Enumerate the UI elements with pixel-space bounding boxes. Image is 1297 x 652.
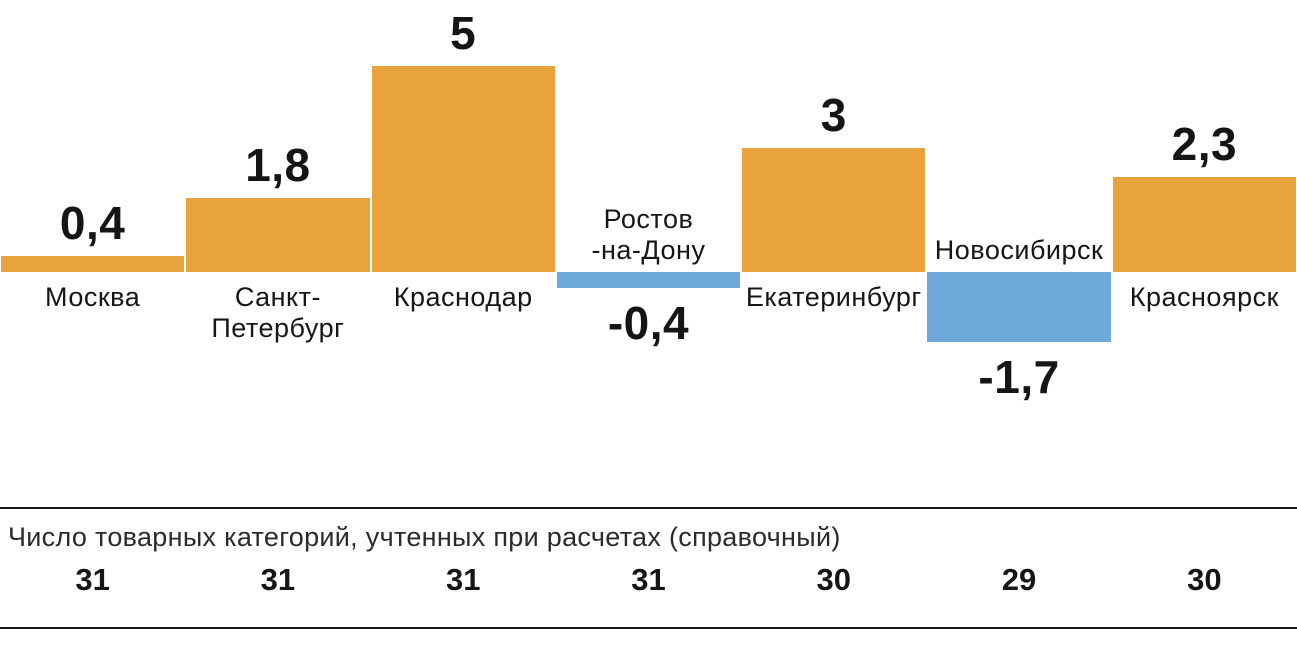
bar-6 [1112, 177, 1296, 272]
footer-values-row: 31 31 31 31 30 29 30 [0, 562, 1297, 598]
bar-chart: 0,4 Москва 1,8 Санкт- Петербург 5 Краснодар -0,… [0, 7, 1297, 404]
bar-2 [371, 66, 555, 272]
bar-category-label-line: Ростов [603, 204, 694, 234]
footer-label: Число товарных категорий, учтенных при р… [8, 522, 841, 552]
divider-top [0, 507, 1297, 509]
footer-value: 30 [1187, 562, 1222, 597]
bar-category-label-line: Новосибирск [934, 235, 1104, 265]
bar-5 [927, 272, 1111, 343]
bar-category-label: Ростов -на-Дону [556, 204, 741, 266]
divider-bottom [0, 627, 1297, 629]
footer-value: 31 [260, 562, 296, 597]
bar-value-label: 0,4 [59, 196, 126, 249]
bar-category-label: Москва [0, 282, 185, 313]
bar-category-label: Красноярск [1112, 282, 1297, 313]
bar-4 [742, 148, 926, 272]
bar-category-label: Новосибирск [926, 235, 1111, 266]
bar-category-label-line: Краснодар [393, 282, 533, 312]
bar-value-label: 1,8 [245, 138, 311, 191]
bar-category-label: Екатеринбург [741, 282, 926, 313]
bar-category-label-line: Красноярск [1129, 282, 1279, 312]
bar-value-label: 3 [820, 89, 847, 142]
bar-value-label: -1,7 [978, 351, 1060, 404]
bar-category-label-line: Петербург [211, 313, 345, 343]
footer-value: 31 [445, 562, 481, 597]
bar-category-label: Краснодар [371, 282, 556, 313]
bar-category-label-line: Санкт- [234, 282, 322, 312]
bar-category-label: Санкт- Петербург [185, 282, 370, 344]
bar-value-label: 2,3 [1171, 118, 1238, 171]
bar-0 [1, 255, 185, 272]
bar-1 [186, 197, 370, 272]
bar-value-label: 5 [450, 7, 477, 59]
bar-category-label-line: Екатеринбург [745, 282, 922, 312]
bar-category-label-line: Москва [45, 282, 141, 312]
bar-category-label-line: -на-Дону [591, 235, 706, 265]
footer-value: 29 [1001, 562, 1037, 597]
footer-value: 31 [75, 562, 110, 597]
bar-3 [556, 272, 741, 289]
footer-value: 30 [816, 562, 851, 597]
bar-value-label: -0,4 [607, 297, 690, 350]
footer-value: 31 [631, 562, 666, 597]
